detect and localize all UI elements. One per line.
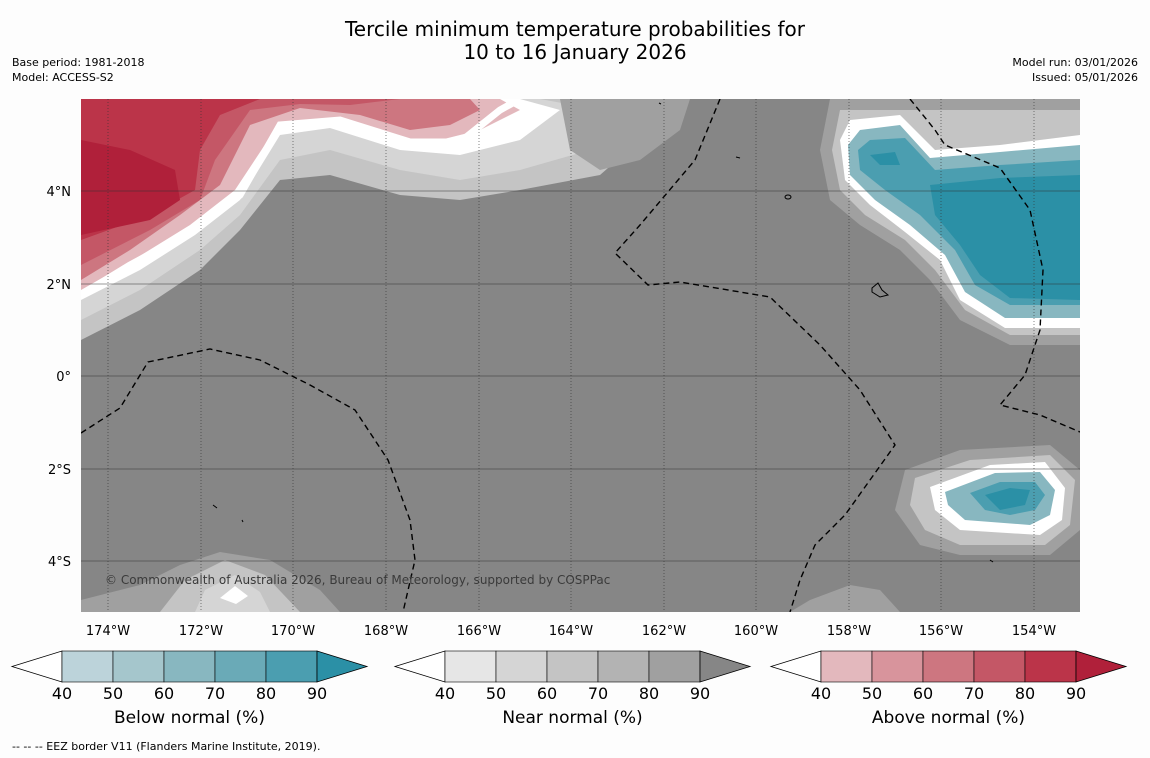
colorbar-segment — [163, 650, 216, 683]
title-line-1: Tercile minimum temperature probabilitie… — [344, 17, 806, 41]
below-normal-region-ne — [820, 99, 1080, 345]
colorbar-below-normal: 40 50 60 70 80 90 — [10, 650, 369, 703]
x-tick-label: 160°W — [734, 624, 778, 639]
colorbar-segment — [871, 650, 924, 683]
near-normal-patch-s — [790, 585, 900, 612]
colorbar-tick-label: 70 — [964, 684, 984, 703]
colorbar-tick-label: 70 — [205, 684, 225, 703]
colorbar-tick-label: 80 — [639, 684, 659, 703]
colorbar-segment — [597, 650, 650, 683]
colorbar-segment — [214, 650, 267, 683]
colorbar-tick-label: 50 — [862, 684, 882, 703]
y-tick-label: 2°N — [47, 278, 72, 293]
colorbar-arrow-right — [316, 650, 369, 683]
eez-borders — [81, 99, 1080, 612]
colorbar-segment — [61, 650, 114, 683]
colorbar-tick-label: 50 — [486, 684, 506, 703]
map-gridlines — [81, 190, 1080, 562]
colorbar-segment — [648, 650, 701, 683]
model-name: Model: ACCESS-S2 — [12, 71, 114, 84]
colorbar-title-below: Below normal (%) — [114, 708, 265, 728]
meta-right: Model run: 03/01/2026 Issued: 05/01/2026 — [1012, 55, 1138, 85]
x-tick-label: 168°W — [364, 624, 408, 639]
above-normal-region-nw — [81, 99, 640, 340]
y-tick-label: 0° — [56, 370, 71, 385]
colorbar-tick-label: 90 — [690, 684, 710, 703]
colorbar-segment — [495, 650, 548, 683]
x-tick-label: 174°W — [86, 624, 130, 639]
colorbar-segment — [265, 650, 318, 683]
colorbar-segment — [112, 650, 165, 683]
y-tick-label: 2°S — [48, 463, 71, 478]
islands — [212, 102, 994, 563]
colorbar-segment — [922, 650, 975, 683]
colorbar-arrow-left — [769, 650, 822, 683]
colorbar-above-normal: 40 50 60 70 80 90 — [769, 650, 1128, 703]
map-copyright: © Commonwealth of Australia 2026, Bureau… — [105, 573, 610, 587]
x-tick-labels: 174°W 172°W 170°W 168°W 166°W 164°W 162°W 160°W… — [86, 624, 1056, 639]
colorbar-tick-label: 50 — [103, 684, 123, 703]
colorbar-arrow-left — [10, 650, 63, 683]
x-tick-label: 158°W — [827, 624, 871, 639]
colorbar-tick-label: 60 — [537, 684, 557, 703]
colorbar-title-above: Above normal (%) — [871, 708, 1026, 728]
colorbar-arrow-left — [393, 650, 446, 683]
colorbar-tick-label: 40 — [811, 684, 831, 703]
colorbar-arrow-right — [699, 650, 752, 683]
colorbar-near-normal: 40 50 60 70 80 90 — [393, 650, 752, 703]
colorbar-segment — [444, 650, 497, 683]
y-tick-label: 4°S — [48, 555, 71, 570]
colorbar-arrow-right — [1075, 650, 1128, 683]
x-tick-label: 170°W — [271, 624, 315, 639]
colorbar-tick-label: 70 — [588, 684, 608, 703]
colorbar-segment — [1024, 650, 1077, 683]
colorbar-segment — [820, 650, 873, 683]
colorbar-tick-label: 40 — [435, 684, 455, 703]
map-title: Tercile minimum temperature probabilitie… — [0, 18, 1150, 64]
y-tick-labels: 4°N 2°N 0° 2°S 4°S — [47, 185, 72, 570]
colorbar-segment — [546, 650, 599, 683]
x-tick-label: 156°W — [919, 624, 963, 639]
near-normal-patch-n — [560, 99, 690, 170]
x-tick-label: 154°W — [1012, 624, 1056, 639]
map-plot-area: © Commonwealth of Australia 2026, Bureau… — [81, 99, 1080, 612]
near-normal-patch-sw — [81, 552, 340, 612]
x-tick-label: 162°W — [642, 624, 686, 639]
colorbar-tick-label: 60 — [913, 684, 933, 703]
colorbar-title-near: Near normal (%) — [502, 708, 643, 728]
meta-left: Base period: 1981-2018 Model: ACCESS-S2 — [12, 55, 144, 85]
colorbar-tick-label: 40 — [52, 684, 72, 703]
title-line-2: 10 to 16 January 2026 — [463, 40, 687, 64]
base-period: Base period: 1981-2018 — [12, 56, 145, 69]
colorbar-segment — [973, 650, 1026, 683]
x-tick-label: 172°W — [179, 624, 223, 639]
colorbar-tick-label: 90 — [307, 684, 327, 703]
colorbar-tick-label: 90 — [1066, 684, 1086, 703]
eez-footnote: -- -- -- EEZ border V11 (Flanders Marine… — [12, 740, 321, 753]
colorbar-tick-label: 80 — [1015, 684, 1035, 703]
colorbar-tick-label: 60 — [154, 684, 174, 703]
y-tick-label: 4°N — [47, 185, 72, 200]
x-tick-label: 166°W — [457, 624, 501, 639]
issued-date: Issued: 05/01/2026 — [1031, 71, 1138, 84]
x-tick-label: 164°W — [549, 624, 593, 639]
model-run: Model run: 03/01/2026 — [1012, 56, 1138, 69]
colorbar-tick-label: 80 — [256, 684, 276, 703]
